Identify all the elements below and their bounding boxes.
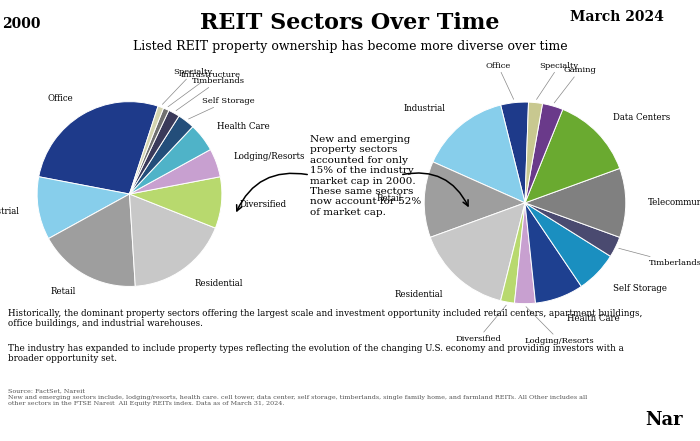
Text: Diversified: Diversified	[240, 200, 287, 209]
Wedge shape	[424, 162, 525, 237]
Text: Health Care: Health Care	[217, 122, 270, 131]
Text: Self Storage: Self Storage	[188, 97, 255, 119]
Wedge shape	[130, 108, 169, 194]
Wedge shape	[525, 203, 582, 303]
Wedge shape	[37, 177, 130, 239]
Text: Diversified: Diversified	[455, 305, 506, 343]
Text: Residential: Residential	[195, 279, 243, 288]
Wedge shape	[525, 109, 620, 203]
Text: Lodging/Resorts: Lodging/Resorts	[234, 152, 305, 161]
Text: Office: Office	[485, 62, 514, 99]
Text: 2000: 2000	[2, 17, 41, 31]
Text: Data Centers: Data Centers	[613, 113, 671, 122]
Text: Retail: Retail	[50, 287, 76, 296]
Wedge shape	[130, 194, 216, 286]
Wedge shape	[514, 203, 536, 304]
Text: New and emerging
property sectors
accounted for only
15% of the industry
market : New and emerging property sectors accoun…	[310, 135, 421, 217]
Text: Historically, the dominant property sectors offering the largest scale and inves: Historically, the dominant property sect…	[8, 309, 643, 328]
Wedge shape	[525, 203, 620, 256]
Wedge shape	[433, 105, 525, 203]
Text: Nar: Nar	[645, 411, 683, 429]
Text: Specialty: Specialty	[536, 62, 579, 100]
Text: Infrastructure: Infrastructure	[168, 71, 241, 107]
Wedge shape	[525, 102, 542, 203]
Wedge shape	[38, 101, 158, 194]
Text: Lodging/Resorts: Lodging/Resorts	[525, 306, 594, 345]
Wedge shape	[130, 149, 220, 194]
Wedge shape	[130, 177, 222, 228]
Wedge shape	[525, 203, 610, 286]
Wedge shape	[525, 168, 626, 237]
Wedge shape	[48, 194, 135, 287]
Text: Industrial: Industrial	[404, 104, 446, 113]
Wedge shape	[130, 106, 164, 194]
Text: Timberlands: Timberlands	[176, 77, 245, 111]
Text: Source: FactSet, Nareit
New and emerging sectors include, lodging/resorts, healt: Source: FactSet, Nareit New and emerging…	[8, 389, 587, 406]
Text: REIT Sectors Over Time: REIT Sectors Over Time	[200, 12, 500, 34]
Wedge shape	[130, 116, 192, 194]
Text: Timberlands: Timberlands	[619, 248, 700, 267]
Text: Listed REIT property ownership has become more diverse over time: Listed REIT property ownership has becom…	[133, 40, 567, 52]
Text: Telecommunications: Telecommunications	[648, 198, 700, 207]
Text: Retail: Retail	[377, 194, 402, 203]
Text: Self Storage: Self Storage	[613, 284, 668, 293]
Wedge shape	[430, 203, 525, 301]
Text: Gaming: Gaming	[554, 66, 596, 103]
Text: Office: Office	[48, 94, 73, 103]
Text: Residential: Residential	[394, 290, 442, 299]
Text: The industry has expanded to include property types reflecting the evolution of : The industry has expanded to include pro…	[8, 344, 624, 363]
Wedge shape	[130, 110, 179, 194]
Wedge shape	[130, 127, 211, 194]
Text: Industrial: Industrial	[0, 207, 20, 216]
Wedge shape	[500, 102, 528, 203]
Wedge shape	[525, 104, 563, 203]
Text: Health Care: Health Care	[567, 314, 620, 323]
Text: March 2024: March 2024	[570, 11, 664, 24]
Text: Specialty: Specialty	[162, 68, 212, 105]
Wedge shape	[500, 203, 525, 303]
